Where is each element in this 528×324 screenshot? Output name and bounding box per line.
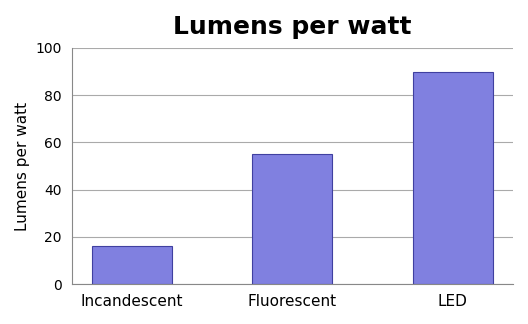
Bar (413, 72, 493, 284)
Title: Lumens per watt: Lumens per watt (173, 15, 412, 39)
Bar (252, 154, 333, 284)
Y-axis label: Lumens per watt: Lumens per watt (15, 101, 30, 231)
Bar (92, 247, 172, 284)
